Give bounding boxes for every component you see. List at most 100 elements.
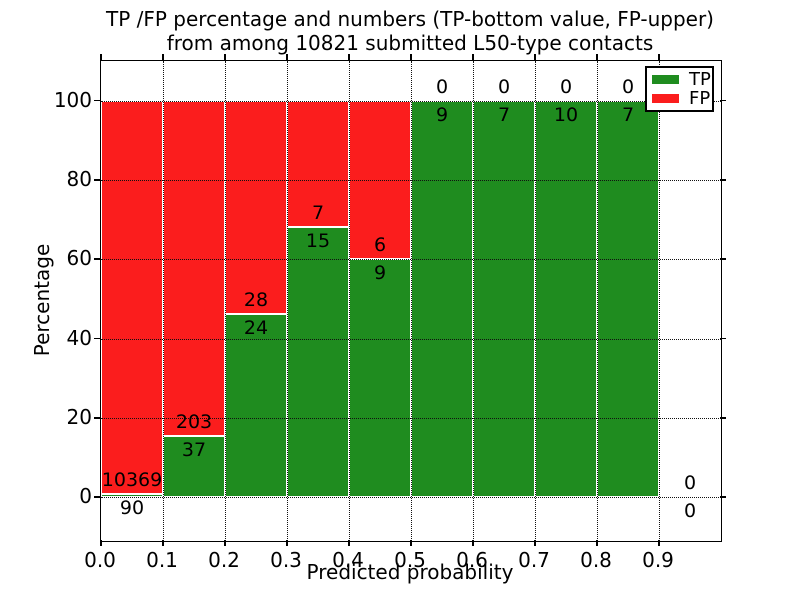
x-tick-top-0.9 xyxy=(658,54,660,60)
fp-count-label-bin-5: 0 xyxy=(435,75,449,98)
y-tick-label-20: 20 xyxy=(66,405,92,430)
y-tick-label-0: 0 xyxy=(79,484,92,509)
y-tick-label-40: 40 xyxy=(66,325,92,350)
legend-label-tp: TP xyxy=(689,68,711,90)
tp-count-label-bin-9: 0 xyxy=(683,500,697,523)
tp-bar-bin-7 xyxy=(535,100,597,498)
y-tick-left-100 xyxy=(94,99,100,102)
y-tick-left-60 xyxy=(94,258,100,260)
fp-count-label-bin-1: 203 xyxy=(175,411,213,434)
x-tick-bottom-0.7 xyxy=(534,540,536,546)
x-tick-bottom-0.1 xyxy=(162,540,164,546)
x-tick-bottom-0.2 xyxy=(224,540,226,546)
fp-count-label-bin-7: 0 xyxy=(559,75,573,98)
tp-bar-bin-0 xyxy=(101,493,163,498)
tp-count-label-bin-6: 7 xyxy=(497,103,511,126)
y-tick-right-20 xyxy=(720,417,726,419)
x-tick-label-0.6: 0.6 xyxy=(456,548,488,572)
tp-count-label-bin-3: 15 xyxy=(305,229,331,252)
fp-legend-swatch xyxy=(652,94,679,103)
v-gridline-0.1 xyxy=(163,61,164,541)
y-tick-label-100: 100 xyxy=(53,87,92,112)
chart-title-line2: from among 10821 submitted L50-type cont… xyxy=(166,31,654,55)
fp-count-label-bin-9: 0 xyxy=(683,472,697,495)
y-tick-left-40 xyxy=(94,337,100,340)
fp-count-label-bin-6: 0 xyxy=(497,75,511,98)
x-tick-bottom-0.3 xyxy=(286,540,288,546)
tp-bar-bin-3 xyxy=(287,226,349,498)
v-gridline-0.2 xyxy=(225,61,226,541)
x-tick-bottom-0.5 xyxy=(410,540,412,546)
legend: TP FP xyxy=(645,66,714,112)
x-tick-bottom-0.8 xyxy=(596,540,598,546)
x-tick-top-0.2 xyxy=(224,54,226,60)
fp-count-label-bin-8: 0 xyxy=(621,75,635,98)
x-tick-label-0.5: 0.5 xyxy=(394,548,426,572)
tp-count-label-bin-2: 24 xyxy=(243,317,269,340)
fp-bar-bin-2 xyxy=(225,100,287,315)
tp-bar-bin-1 xyxy=(163,436,225,498)
tp-count-label-bin-1: 37 xyxy=(181,439,207,462)
fp-count-label-bin-4: 6 xyxy=(373,234,387,257)
v-gridline-0.4 xyxy=(349,61,350,541)
fp-count-label-bin-0: 10369 xyxy=(101,468,163,491)
x-tick-bottom-0.6 xyxy=(472,540,474,546)
v-gridline-0.6 xyxy=(473,61,474,541)
tp-bar-bin-6 xyxy=(473,100,535,498)
x-tick-top-0.5 xyxy=(410,54,412,60)
y-tick-label-80: 80 xyxy=(66,167,92,191)
tp-bar-bin-4 xyxy=(349,259,411,498)
x-tick-label-0.7: 0.7 xyxy=(518,548,550,572)
tp-count-label-bin-5: 9 xyxy=(435,103,449,126)
fp-count-label-bin-3: 7 xyxy=(311,201,325,224)
tp-bar-bin-8 xyxy=(597,100,659,498)
x-tick-top-0.4 xyxy=(348,54,350,60)
y-tick-left-20 xyxy=(94,417,100,419)
x-tick-top-0.8 xyxy=(596,54,598,60)
y-tick-right-40 xyxy=(720,337,726,340)
x-tick-label-0.4: 0.4 xyxy=(332,548,364,572)
y-tick-left-80 xyxy=(94,179,100,181)
v-gridline-0.5 xyxy=(411,61,412,541)
plot-area: 10369 90 203 37 28 24 7 15 6 9 0 9 0 7 0 10 0 7 0 0 xyxy=(100,60,722,542)
tp-count-label-bin-4: 9 xyxy=(373,262,387,285)
v-gridline-0.3 xyxy=(287,61,288,541)
x-tick-bottom-0 xyxy=(100,540,102,546)
legend-row-tp: TP xyxy=(652,70,711,89)
chart-title-line1: TP /FP percentage and numbers (TP-bottom… xyxy=(106,7,714,31)
y-tick-right-0 xyxy=(720,496,726,498)
tp-count-label-bin-8: 7 xyxy=(621,103,635,126)
y-tick-right-80 xyxy=(720,179,726,181)
x-tick-top-0 xyxy=(100,54,102,60)
fp-bar-bin-0 xyxy=(101,100,163,494)
x-tick-label-0.9: 0.9 xyxy=(642,548,674,572)
plot-inner: 10369 90 203 37 28 24 7 15 6 9 0 9 0 7 0 10 0 7 0 0 xyxy=(101,61,721,541)
fp-count-label-bin-2: 28 xyxy=(243,289,269,312)
v-gridline-0.7 xyxy=(535,61,536,541)
x-tick-bottom-0.4 xyxy=(348,540,350,546)
fp-bar-bin-1 xyxy=(163,100,225,437)
tp-legend-swatch xyxy=(652,75,679,84)
tp-count-label-bin-0: 90 xyxy=(119,496,145,519)
x-tick-label-0.1: 0.1 xyxy=(146,548,178,572)
y-tick-right-100 xyxy=(720,99,726,102)
y-tick-label-60: 60 xyxy=(66,246,92,271)
x-tick-bottom-0.9 xyxy=(658,540,660,546)
v-gridline-0.8 xyxy=(597,61,598,541)
x-tick-label-0.3: 0.3 xyxy=(270,548,302,572)
tp-bar-bin-5 xyxy=(411,100,473,498)
v-gridline-0.9 xyxy=(659,61,660,541)
legend-label-fp: FP xyxy=(689,87,711,109)
x-tick-top-0.7 xyxy=(534,54,536,60)
tp-bar-bin-2 xyxy=(225,314,287,498)
x-tick-top-0.6 xyxy=(472,54,474,60)
y-tick-left-0 xyxy=(94,496,100,498)
x-axis-label: Predicted probability xyxy=(306,560,514,584)
x-tick-label-0.8: 0.8 xyxy=(580,548,612,572)
y-tick-right-60 xyxy=(720,258,726,260)
x-tick-label-0: 0.0 xyxy=(84,548,116,572)
tp-count-label-bin-7: 10 xyxy=(553,103,579,126)
x-tick-top-0.1 xyxy=(162,54,164,60)
legend-row-fp: FP xyxy=(652,87,711,109)
